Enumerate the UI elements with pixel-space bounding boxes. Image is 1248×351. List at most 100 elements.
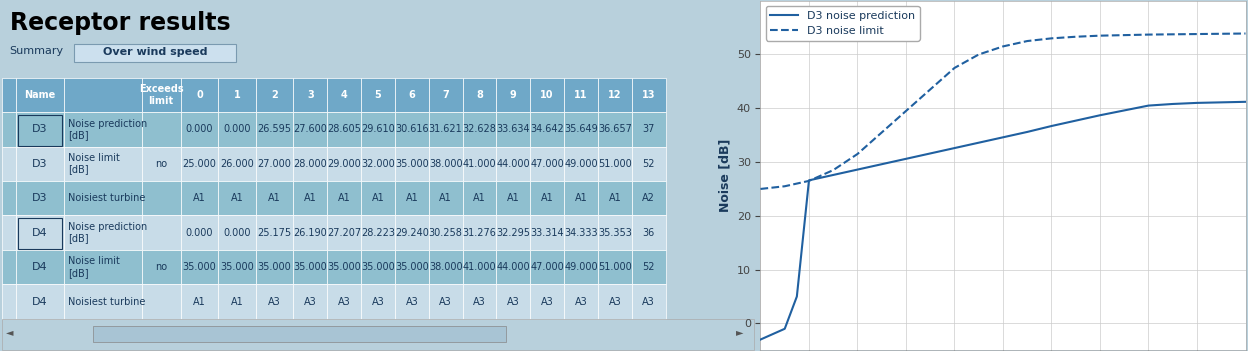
Text: 44.000: 44.000 xyxy=(497,262,530,272)
Bar xyxy=(598,284,631,319)
Text: 12: 12 xyxy=(608,90,622,100)
Text: 52: 52 xyxy=(643,159,655,169)
Bar xyxy=(64,146,141,181)
Bar xyxy=(256,112,293,146)
Bar xyxy=(181,284,218,319)
Text: A3: A3 xyxy=(372,297,384,307)
Bar xyxy=(463,146,497,181)
Text: 32.628: 32.628 xyxy=(463,124,497,134)
D3 noise limit xyxy=(778,184,792,188)
Text: 1: 1 xyxy=(233,90,241,100)
Bar xyxy=(19,218,62,249)
Text: A3: A3 xyxy=(574,297,588,307)
Bar xyxy=(564,146,598,181)
Text: 31.621: 31.621 xyxy=(429,124,463,134)
Text: 49.000: 49.000 xyxy=(564,159,598,169)
Text: 36.657: 36.657 xyxy=(598,124,631,134)
Bar xyxy=(64,216,141,250)
Text: 35.000: 35.000 xyxy=(394,159,429,169)
Bar xyxy=(394,146,429,181)
Bar xyxy=(141,78,181,112)
D3 noise prediction xyxy=(790,294,805,299)
Bar xyxy=(256,216,293,250)
Bar xyxy=(218,181,256,216)
Text: 47.000: 47.000 xyxy=(530,262,564,272)
Text: 41.000: 41.000 xyxy=(463,159,497,169)
D3 noise prediction xyxy=(1166,102,1181,106)
Text: Noise prediction
[dB]: Noise prediction [dB] xyxy=(67,119,147,140)
Bar xyxy=(361,250,394,284)
Bar xyxy=(218,284,256,319)
Text: 35.000: 35.000 xyxy=(293,262,327,272)
Bar xyxy=(16,78,64,112)
D3 noise prediction xyxy=(1068,119,1083,123)
D3 noise limit xyxy=(1238,31,1248,35)
Bar xyxy=(598,146,631,181)
Text: A3: A3 xyxy=(406,297,418,307)
Text: Receptor results: Receptor results xyxy=(10,11,231,35)
Text: 11: 11 xyxy=(574,90,588,100)
D3 noise prediction xyxy=(899,157,914,161)
Text: 52: 52 xyxy=(643,262,655,272)
D3 noise limit xyxy=(1214,32,1229,36)
Text: 6: 6 xyxy=(408,90,416,100)
Text: A3: A3 xyxy=(473,297,485,307)
Bar xyxy=(327,181,361,216)
Bar xyxy=(530,284,564,319)
Bar xyxy=(564,112,598,146)
D3 noise prediction xyxy=(753,337,768,342)
Text: 7: 7 xyxy=(442,90,449,100)
D3 noise prediction xyxy=(922,151,937,155)
D3 noise limit xyxy=(826,168,841,172)
Bar xyxy=(141,216,181,250)
Bar xyxy=(497,284,530,319)
Bar xyxy=(256,78,293,112)
Text: 51.000: 51.000 xyxy=(598,159,631,169)
Text: D3: D3 xyxy=(32,159,47,169)
Legend: D3 noise prediction, D3 noise limit: D3 noise prediction, D3 noise limit xyxy=(766,6,920,41)
Bar xyxy=(2,319,754,350)
Bar xyxy=(564,250,598,284)
Bar xyxy=(361,112,394,146)
Bar xyxy=(327,112,361,146)
D3 noise prediction xyxy=(1141,104,1156,108)
D3 noise prediction xyxy=(875,162,890,166)
Bar xyxy=(530,112,564,146)
D3 noise limit xyxy=(922,87,937,92)
Bar xyxy=(141,250,181,284)
Bar xyxy=(92,326,507,342)
Text: 28.000: 28.000 xyxy=(293,159,327,169)
Text: ►: ► xyxy=(735,327,743,337)
Bar xyxy=(394,181,429,216)
Text: 13: 13 xyxy=(641,90,655,100)
Text: 29.610: 29.610 xyxy=(361,124,394,134)
Text: A3: A3 xyxy=(609,297,622,307)
Text: 35.000: 35.000 xyxy=(258,262,292,272)
Text: Name: Name xyxy=(25,90,56,100)
Line: D3 noise prediction: D3 noise prediction xyxy=(760,102,1246,339)
Bar xyxy=(394,250,429,284)
Bar xyxy=(16,181,64,216)
Bar xyxy=(631,146,665,181)
FancyBboxPatch shape xyxy=(74,44,236,62)
D3 noise prediction xyxy=(1045,124,1060,128)
Bar xyxy=(564,216,598,250)
Bar xyxy=(2,112,16,146)
Bar xyxy=(64,112,141,146)
Text: 8: 8 xyxy=(475,90,483,100)
Text: Noisiest turbine: Noisiest turbine xyxy=(67,297,145,307)
Text: 51.000: 51.000 xyxy=(598,262,631,272)
Text: A1: A1 xyxy=(268,193,281,203)
Text: D4: D4 xyxy=(32,228,47,238)
Bar xyxy=(218,216,256,250)
Text: A3: A3 xyxy=(643,297,655,307)
Bar xyxy=(64,181,141,216)
Bar xyxy=(631,216,665,250)
Bar xyxy=(361,78,394,112)
Text: D3: D3 xyxy=(32,124,47,134)
D3 noise limit xyxy=(1141,33,1156,37)
Bar xyxy=(64,250,141,284)
Text: Noisiest turbine: Noisiest turbine xyxy=(67,193,145,203)
Text: 4: 4 xyxy=(341,90,347,100)
Text: A1: A1 xyxy=(406,193,418,203)
